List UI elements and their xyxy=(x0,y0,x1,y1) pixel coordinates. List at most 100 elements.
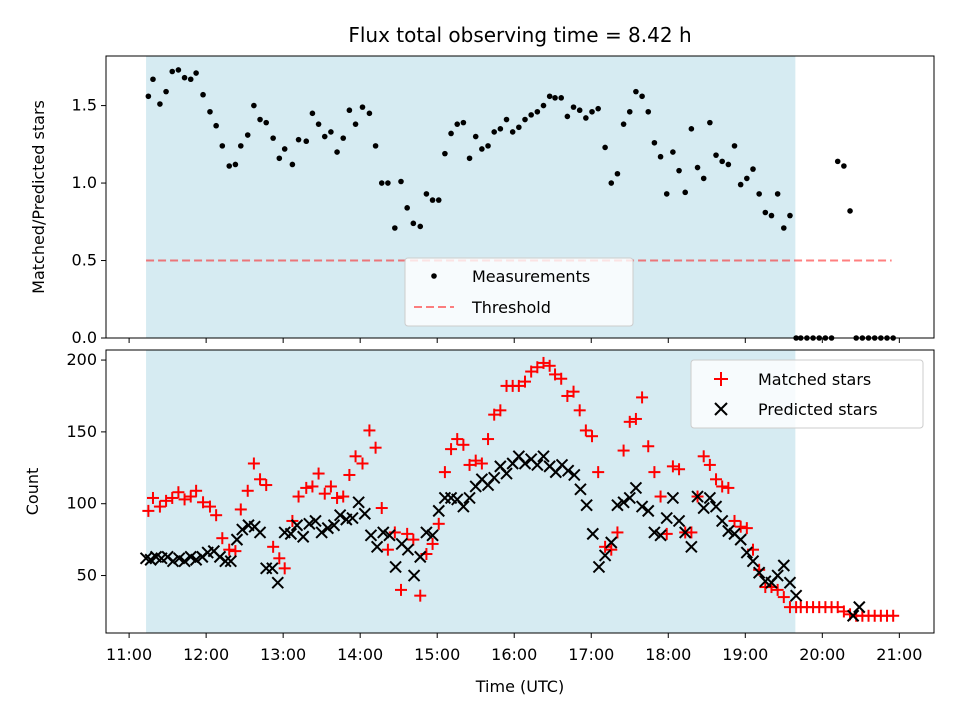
measurement-point xyxy=(570,104,577,110)
x-tick-label: 18:00 xyxy=(645,645,691,664)
measurement-point xyxy=(187,76,194,83)
measurement-point xyxy=(281,146,288,152)
top-legend: Measurements Threshold xyxy=(404,257,634,327)
matched-star-point xyxy=(543,359,556,372)
measurement-point xyxy=(321,133,328,140)
predicted-star-point xyxy=(219,554,232,568)
predicted-star-point xyxy=(605,536,618,549)
measurement-point xyxy=(145,93,152,100)
x-tick-label: 16:00 xyxy=(491,645,537,664)
bottom-y-tick-label: 150 xyxy=(66,422,97,441)
measurement-point xyxy=(398,178,404,185)
predicted-stars-points xyxy=(139,450,866,622)
predicted-star-point xyxy=(236,523,249,536)
predicted-star-point xyxy=(574,483,587,496)
matched-star-point xyxy=(482,433,495,446)
matched-star-point xyxy=(407,533,420,546)
measurement-point xyxy=(150,76,156,83)
measurement-point xyxy=(602,144,608,151)
predicted-star-point xyxy=(407,569,421,582)
matched-star-point xyxy=(697,450,710,463)
predicted-star-point xyxy=(629,481,643,495)
legend-measurements-label: Measurements xyxy=(472,267,590,286)
measurement-point xyxy=(485,143,491,149)
measurement-point xyxy=(576,107,583,114)
measurement-point xyxy=(744,175,750,182)
bottom-y-axis-label: Count xyxy=(23,468,42,516)
matched-star-point xyxy=(438,466,451,479)
measurement-point xyxy=(847,208,853,214)
predicted-star-point xyxy=(722,524,735,538)
predicted-star-point xyxy=(703,491,717,505)
legend-predicted-label: Predicted stars xyxy=(758,400,878,419)
matched-star-point xyxy=(363,424,376,437)
measurement-point xyxy=(774,191,781,197)
measurement-point xyxy=(175,67,182,73)
predicted-star-point xyxy=(166,554,180,568)
measurement-point xyxy=(423,191,430,197)
measurement-point xyxy=(276,155,283,162)
measurement-point xyxy=(595,105,601,112)
matched-star-point xyxy=(318,487,331,500)
bottom-x-axis: 11:00 12:00 13:00 14:00 15:00 16:00 17:00 18:00… xyxy=(106,633,922,664)
measurement-point xyxy=(289,161,296,168)
predicted-star-point xyxy=(303,517,316,531)
measurement-point xyxy=(352,121,359,127)
measurement-point xyxy=(620,121,627,127)
matched-star-point xyxy=(573,404,586,417)
legend-matched-marker xyxy=(714,372,728,386)
bottom-y-tick-label: 50 xyxy=(77,566,97,585)
measurement-point xyxy=(385,180,391,186)
measurement-point xyxy=(213,122,219,129)
measurement-point xyxy=(270,135,276,141)
predicted-star-point xyxy=(679,526,692,539)
bottom-y-axis: 50 100 150 200 xyxy=(66,350,106,585)
measurement-point xyxy=(639,93,645,100)
measurement-point xyxy=(207,108,213,115)
predicted-star-point xyxy=(846,609,860,622)
predicted-star-point xyxy=(352,496,365,509)
matched-star-point xyxy=(306,480,319,493)
predicted-star-point xyxy=(598,549,612,562)
predicted-star-point xyxy=(178,554,191,568)
matched-star-point xyxy=(197,496,210,509)
measurement-point xyxy=(219,143,226,149)
top-measurement-points xyxy=(145,67,896,341)
measurement-point xyxy=(670,149,676,155)
matched-star-point xyxy=(728,514,741,527)
measurement-point xyxy=(781,225,787,231)
bottom-legend-box xyxy=(690,359,924,429)
x-tick-label: 17:00 xyxy=(568,645,614,664)
measurement-point xyxy=(359,104,366,110)
matched-star-point xyxy=(537,356,550,369)
matched-star-point xyxy=(531,361,544,374)
matched-star-point xyxy=(234,503,247,516)
measurement-point xyxy=(157,101,163,107)
predicted-star-point xyxy=(358,507,372,520)
predicted-star-point xyxy=(463,491,476,505)
matched-star-point xyxy=(636,391,649,404)
measurement-point xyxy=(768,212,775,219)
measurement-point xyxy=(528,112,534,118)
top-axes-frame xyxy=(105,55,935,339)
legend-measurements-marker xyxy=(431,273,437,279)
measurement-point xyxy=(503,116,510,123)
matched-star-point xyxy=(519,375,532,388)
predicted-star-point xyxy=(611,498,624,512)
predicted-star-point xyxy=(500,467,513,480)
matched-star-point xyxy=(203,500,216,513)
predicted-star-point xyxy=(271,576,284,589)
matched-star-point xyxy=(241,484,254,497)
matched-star-point xyxy=(381,543,394,556)
x-tick-label: 19:00 xyxy=(722,645,768,664)
matched-star-point xyxy=(300,481,313,494)
matched-star-point xyxy=(567,385,580,398)
measurement-point xyxy=(676,167,682,174)
matched-star-point xyxy=(654,490,667,503)
measurement-point xyxy=(737,181,744,188)
measurement-point xyxy=(663,191,670,197)
measurement-point xyxy=(378,180,385,186)
measurement-point xyxy=(564,113,571,120)
x-tick-label: 15:00 xyxy=(414,645,460,664)
measurement-point xyxy=(334,149,340,155)
